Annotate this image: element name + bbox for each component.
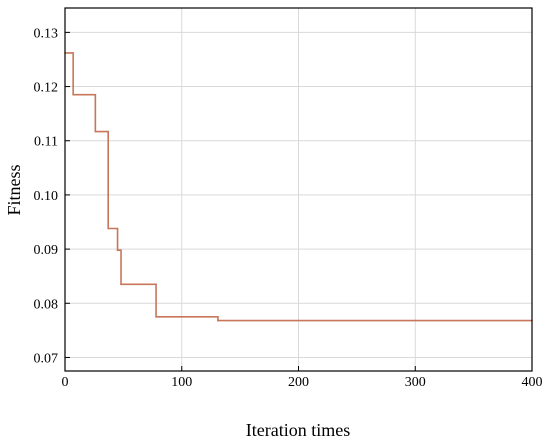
y-tick-label: 0.10 bbox=[34, 189, 59, 204]
fitness-data-point bbox=[72, 93, 74, 96]
fitness-data-point bbox=[155, 316, 157, 318]
x-tick-label: 200 bbox=[288, 375, 309, 390]
fitness-data-point bbox=[120, 283, 122, 286]
fitness-data-point bbox=[107, 227, 109, 230]
x-tick-label: 400 bbox=[522, 375, 543, 390]
fitness-data-point bbox=[217, 319, 219, 322]
y-tick-label: 0.07 bbox=[34, 351, 59, 366]
y-tick-label: 0.11 bbox=[34, 135, 58, 150]
y-tick-label: 0.12 bbox=[34, 81, 59, 96]
x-tick-label: 0 bbox=[62, 375, 69, 390]
x-tick-label: 300 bbox=[405, 375, 426, 390]
grid bbox=[65, 8, 532, 371]
fitness-series-line bbox=[65, 52, 532, 322]
x-tick-label: 100 bbox=[171, 375, 192, 390]
fitness-data-point bbox=[116, 249, 119, 251]
y-tick-label: 0.13 bbox=[34, 26, 59, 41]
ticks: 0 100 200 300 400 0.07 0.08 0.09 0.10 0.11 0.12 0.1… bbox=[34, 26, 543, 390]
y-tick-label: 0.08 bbox=[34, 297, 59, 312]
y-axis-title: Fitness bbox=[4, 164, 24, 215]
fitness-data-point bbox=[94, 130, 97, 133]
y-tick-label: 0.09 bbox=[34, 243, 59, 258]
x-axis-title: Iteration times bbox=[246, 420, 350, 440]
